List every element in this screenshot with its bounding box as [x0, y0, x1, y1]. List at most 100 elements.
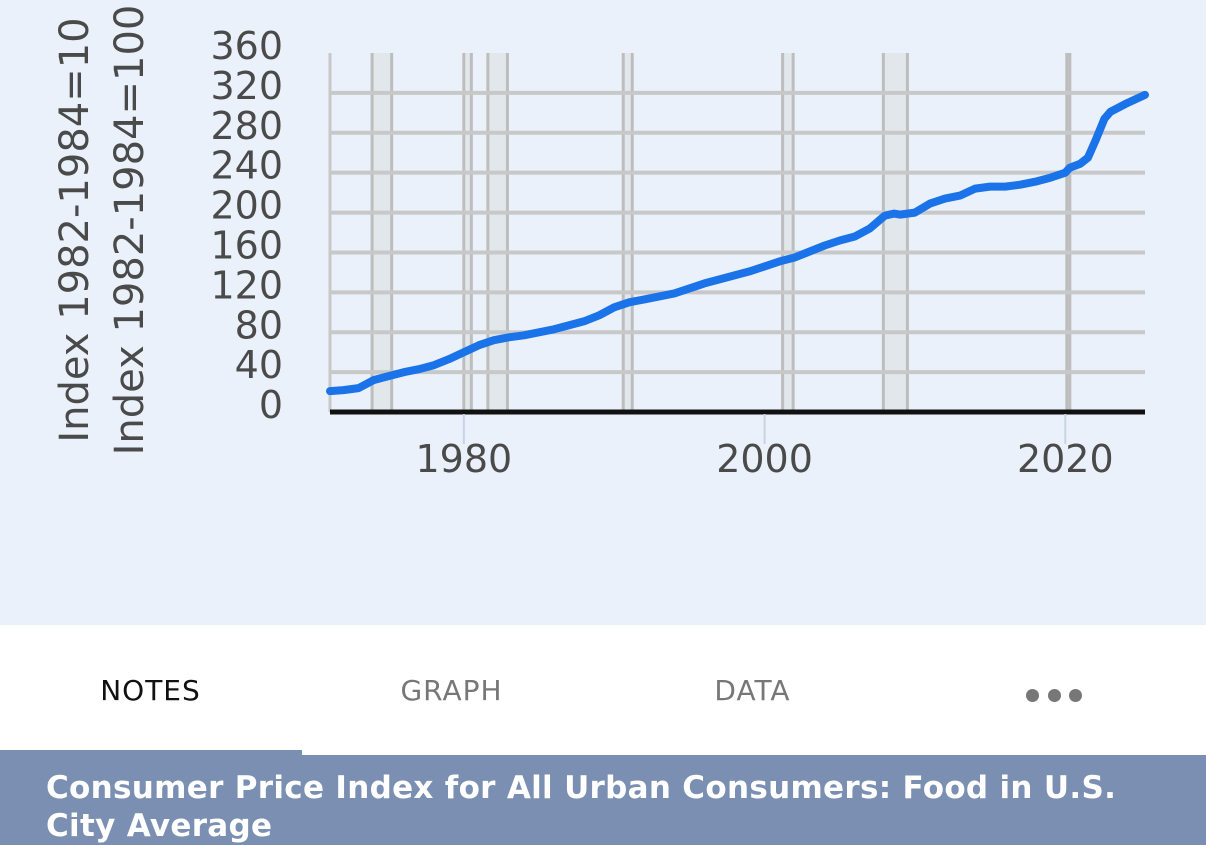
y-tick-label: 360	[210, 24, 283, 68]
more-horizontal-icon[interactable]	[1026, 688, 1082, 702]
recession-band	[463, 53, 472, 412]
data-point	[715, 275, 723, 283]
data-point	[520, 331, 528, 339]
data-point	[806, 247, 814, 255]
more-dot	[1026, 688, 1039, 702]
series-layer	[326, 90, 1149, 396]
data-point	[445, 355, 453, 363]
active-tab-indicator	[0, 750, 302, 755]
recession-band	[1066, 53, 1070, 412]
series-title-bar: Consumer Price Index for All Urban Consu…	[0, 755, 1206, 845]
data-point	[791, 253, 799, 261]
data-point	[535, 328, 543, 336]
data-point	[565, 321, 573, 329]
data-point	[1016, 181, 1024, 189]
y-tick-label: 200	[210, 184, 283, 228]
data-point	[836, 237, 844, 245]
data-point	[926, 200, 934, 208]
data-point	[986, 183, 994, 191]
y-tick-label: 240	[210, 144, 283, 188]
data-point	[655, 292, 663, 300]
recession-band	[623, 53, 633, 412]
x-tick-label: 1980	[415, 437, 512, 481]
data-point	[1066, 164, 1074, 172]
y-tick-label: 120	[210, 263, 283, 307]
data-point	[400, 368, 408, 376]
x-tick-label: 2020	[1017, 437, 1114, 481]
data-point	[610, 303, 618, 311]
recession-band	[372, 53, 392, 412]
recession-band	[487, 53, 508, 412]
data-point	[670, 289, 678, 297]
tab-notes-label: NOTES	[100, 673, 201, 707]
data-point	[1091, 137, 1099, 145]
y-tick-label: 320	[210, 64, 283, 108]
data-point	[1061, 169, 1069, 177]
data-point	[415, 365, 423, 373]
recession-band	[883, 53, 908, 412]
data-point	[1141, 91, 1149, 99]
y-tick-label: 280	[210, 104, 283, 148]
data-point	[1001, 183, 1009, 191]
data-point	[1084, 154, 1092, 162]
tab-data-label: DATA	[714, 673, 791, 707]
y-axis-label-continued: Index 1982-1984=100	[107, 5, 153, 456]
data-point	[340, 386, 348, 394]
data-point	[866, 225, 874, 233]
tab-data[interactable]: DATA	[602, 625, 903, 755]
tab-graph[interactable]: GRAPH	[301, 625, 602, 755]
tab-notes[interactable]: NOTES	[0, 625, 301, 755]
data-point	[851, 233, 859, 241]
data-point	[1031, 178, 1039, 186]
data-point	[730, 271, 738, 279]
more-dot	[1069, 688, 1082, 702]
data-point	[505, 333, 513, 341]
data-point	[941, 195, 949, 203]
data-point	[700, 279, 708, 287]
tab-bar: NOTES GRAPH DATA	[0, 625, 1206, 755]
x-tick-label: 2000	[716, 437, 813, 481]
data-point	[761, 262, 769, 270]
data-point	[896, 211, 904, 219]
data-point	[595, 311, 603, 319]
recession-shading	[370, 53, 1072, 412]
data-point	[362, 380, 370, 388]
data-point	[580, 317, 588, 325]
data-point	[911, 209, 919, 217]
data-point	[475, 341, 483, 349]
data-point	[1076, 160, 1084, 168]
tab-graph-label: GRAPH	[400, 673, 503, 707]
data-point	[881, 212, 889, 220]
data-point	[355, 384, 363, 392]
y-tick-label: 0	[259, 383, 283, 427]
data-point	[385, 372, 393, 380]
series-title: Consumer Price Index for All Urban Consu…	[46, 770, 1117, 844]
more-dot	[1047, 688, 1061, 702]
data-point	[685, 284, 693, 292]
data-point	[1100, 115, 1108, 123]
data-point	[1106, 108, 1114, 116]
data-point	[746, 267, 754, 275]
y-tick-label: 160	[210, 223, 283, 267]
chart-area: 0 40 80 120 160 200 240 280 320 360 1980 2000 2020 …	[0, 0, 1206, 625]
data-point	[550, 325, 558, 333]
data-point	[490, 336, 498, 344]
data-point	[625, 298, 633, 306]
data-point	[326, 387, 334, 395]
data-point	[776, 257, 784, 265]
chart-gridlines	[328, 53, 1145, 415]
data-point	[370, 376, 378, 384]
data-point	[971, 185, 979, 193]
data-point	[956, 192, 964, 200]
x-tick-labels: 1980 2000 2020	[415, 414, 1114, 481]
y-tick-label: 40	[235, 343, 283, 387]
y-tick-label: 80	[235, 303, 283, 347]
series-line	[326, 90, 1149, 396]
recession-band	[782, 53, 794, 412]
data-point	[1121, 100, 1129, 108]
y-axis-label: Index 1982-1984=10	[52, 17, 98, 442]
data-point	[640, 295, 648, 303]
data-point	[1046, 174, 1054, 182]
